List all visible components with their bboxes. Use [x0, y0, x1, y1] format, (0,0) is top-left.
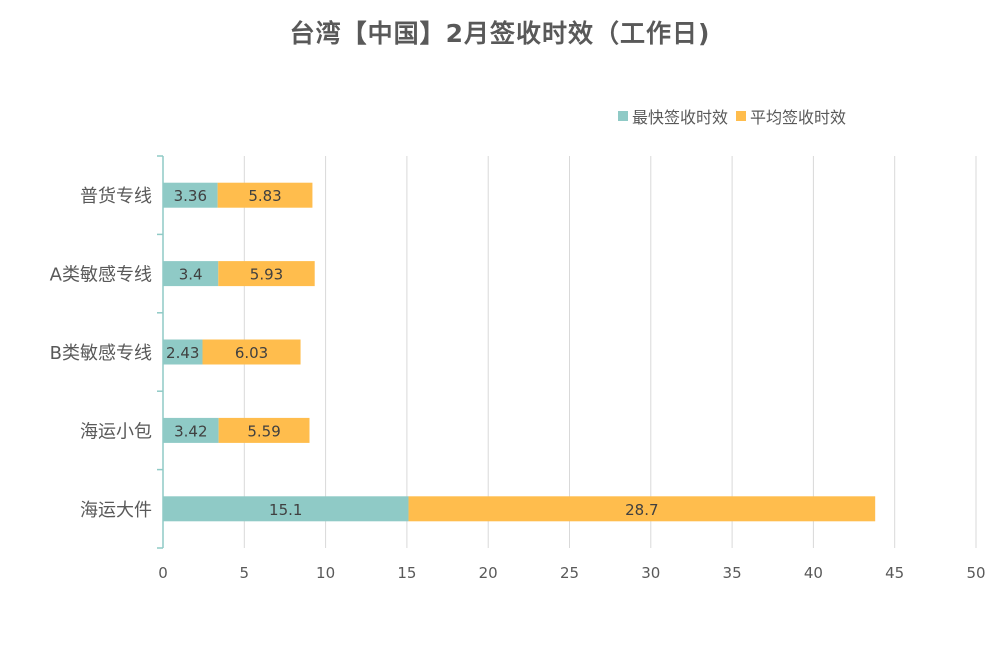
x-tick-label: 50 [966, 564, 985, 582]
data-label: 28.7 [625, 501, 658, 519]
x-tick-label: 45 [885, 564, 904, 582]
bar-average [217, 182, 313, 208]
data-label: 6.03 [235, 344, 268, 362]
legend-label-average: 平均签收时效 [750, 108, 847, 127]
data-label: 3.42 [174, 422, 207, 440]
legend-item-fastest: 最快签收时效 [618, 104, 728, 128]
data-label: 5.93 [250, 266, 283, 284]
category-label: 海运小包 [80, 421, 152, 442]
legend-item-average: 平均签收时效 [736, 104, 846, 128]
bar-fastest [163, 339, 203, 365]
legend-swatch-average [736, 111, 747, 121]
bar-fastest [163, 417, 219, 443]
data-label: 5.83 [248, 187, 281, 205]
data-label: 3.36 [174, 187, 207, 205]
legend-label-fastest: 最快签收时效 [632, 108, 729, 127]
chart-title: 台湾【中国】2月签收时效（工作日) [289, 19, 711, 48]
category-label: 普货专线 [80, 186, 152, 207]
legend: 最快签收时效 平均签收时效 [618, 104, 854, 128]
x-tick-label: 15 [397, 564, 416, 582]
data-label: 2.43 [166, 344, 199, 362]
bar-fastest [163, 261, 219, 287]
data-label: 3.4 [179, 266, 203, 284]
category-label: 海运大件 [80, 500, 152, 521]
bar-fastest [163, 182, 218, 208]
data-label: 5.59 [247, 422, 280, 440]
legend-swatch-fastest [618, 111, 628, 121]
x-tick-label: 5 [240, 564, 250, 582]
x-tick-label: 25 [560, 564, 579, 582]
bar-average [408, 496, 876, 522]
x-tick-label: 30 [641, 564, 660, 582]
x-tick-label: 10 [316, 564, 335, 582]
x-tick-label: 40 [804, 564, 823, 582]
x-tick-label: 0 [158, 564, 168, 582]
category-label: B类敏感专线 [50, 343, 152, 364]
x-tick-label: 20 [479, 564, 498, 582]
bar-average [202, 339, 301, 365]
data-label: 15.1 [269, 501, 302, 519]
bar-average [218, 417, 310, 443]
x-tick-label: 35 [723, 564, 742, 582]
bar-average [218, 261, 315, 287]
category-label: A类敏感专线 [50, 265, 152, 286]
bar-fastest [163, 496, 409, 522]
